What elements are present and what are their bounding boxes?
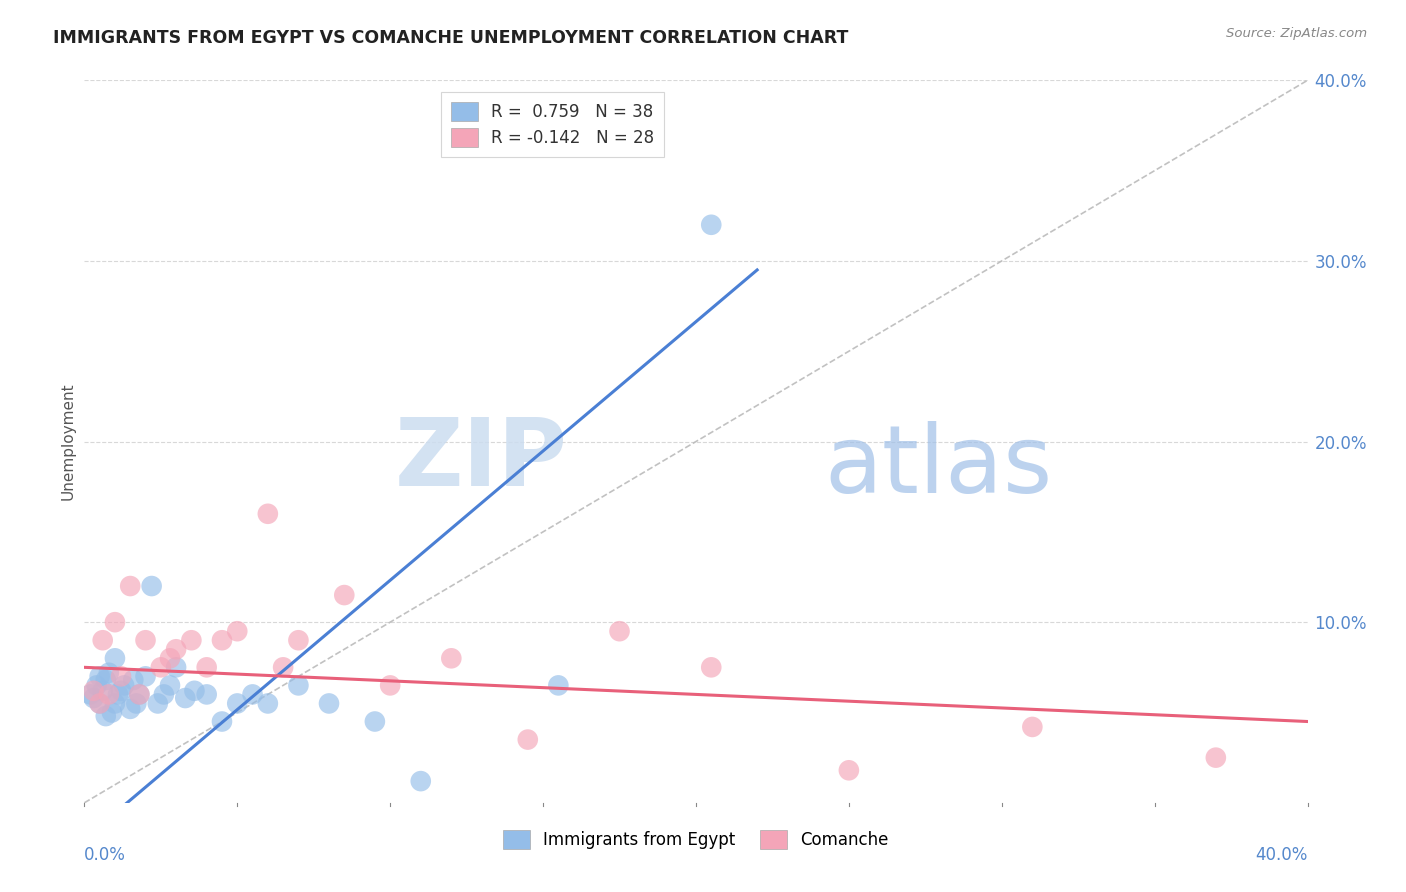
Point [516,732,538,747]
Point [135,669,157,683]
Point [838,764,860,778]
Point [174,691,197,706]
Point [700,660,723,674]
Point [89,669,111,683]
Point [380,678,402,692]
Point [165,660,187,674]
Point [547,678,569,692]
Point [120,702,142,716]
Text: 40.0%: 40.0% [1256,847,1308,864]
Text: ZIP: ZIP [395,414,568,506]
Point [183,683,205,698]
Point [242,687,264,701]
Y-axis label: Unemployment: Unemployment [60,383,76,500]
Point [180,633,202,648]
Point [101,706,124,720]
Text: Source: ZipAtlas.com: Source: ZipAtlas.com [1226,27,1367,40]
Point [440,651,463,665]
Point [107,687,129,701]
Point [159,651,181,665]
Point [287,633,309,648]
Point [94,673,117,687]
Point [125,697,148,711]
Point [165,642,187,657]
Point [89,697,111,711]
Point [120,579,142,593]
Point [318,697,340,711]
Point [86,678,108,692]
Point [257,697,280,711]
Point [141,579,163,593]
Point [287,678,309,692]
Point [79,687,101,701]
Point [97,687,120,701]
Legend: Immigrants from Egypt, Comanche: Immigrants from Egypt, Comanche [496,823,896,856]
Point [83,691,105,706]
Point [104,615,127,630]
Point [1021,720,1043,734]
Point [195,660,218,674]
Point [91,633,114,648]
Point [135,633,157,648]
Point [195,687,218,701]
Point [226,697,249,711]
Point [211,633,233,648]
Text: atlas: atlas [824,421,1053,513]
Point [149,660,172,674]
Point [128,687,150,701]
Point [226,624,249,639]
Point [110,683,132,698]
Point [609,624,631,639]
Point [122,673,145,687]
Point [700,218,723,232]
Point [1205,750,1227,764]
Point [333,588,356,602]
Point [94,709,117,723]
Point [153,687,176,701]
Point [128,687,150,701]
Point [364,714,387,729]
Text: IMMIGRANTS FROM EGYPT VS COMANCHE UNEMPLOYMENT CORRELATION CHART: IMMIGRANTS FROM EGYPT VS COMANCHE UNEMPL… [53,29,849,46]
Point [211,714,233,729]
Point [91,683,114,698]
Point [89,697,111,711]
Point [257,507,280,521]
Point [104,651,127,665]
Point [110,669,132,683]
Point [271,660,294,674]
Point [112,678,135,692]
Point [97,665,120,680]
Point [83,683,105,698]
Point [104,697,127,711]
Point [159,678,181,692]
Text: 0.0%: 0.0% [84,847,127,864]
Point [146,697,169,711]
Point [409,774,432,789]
